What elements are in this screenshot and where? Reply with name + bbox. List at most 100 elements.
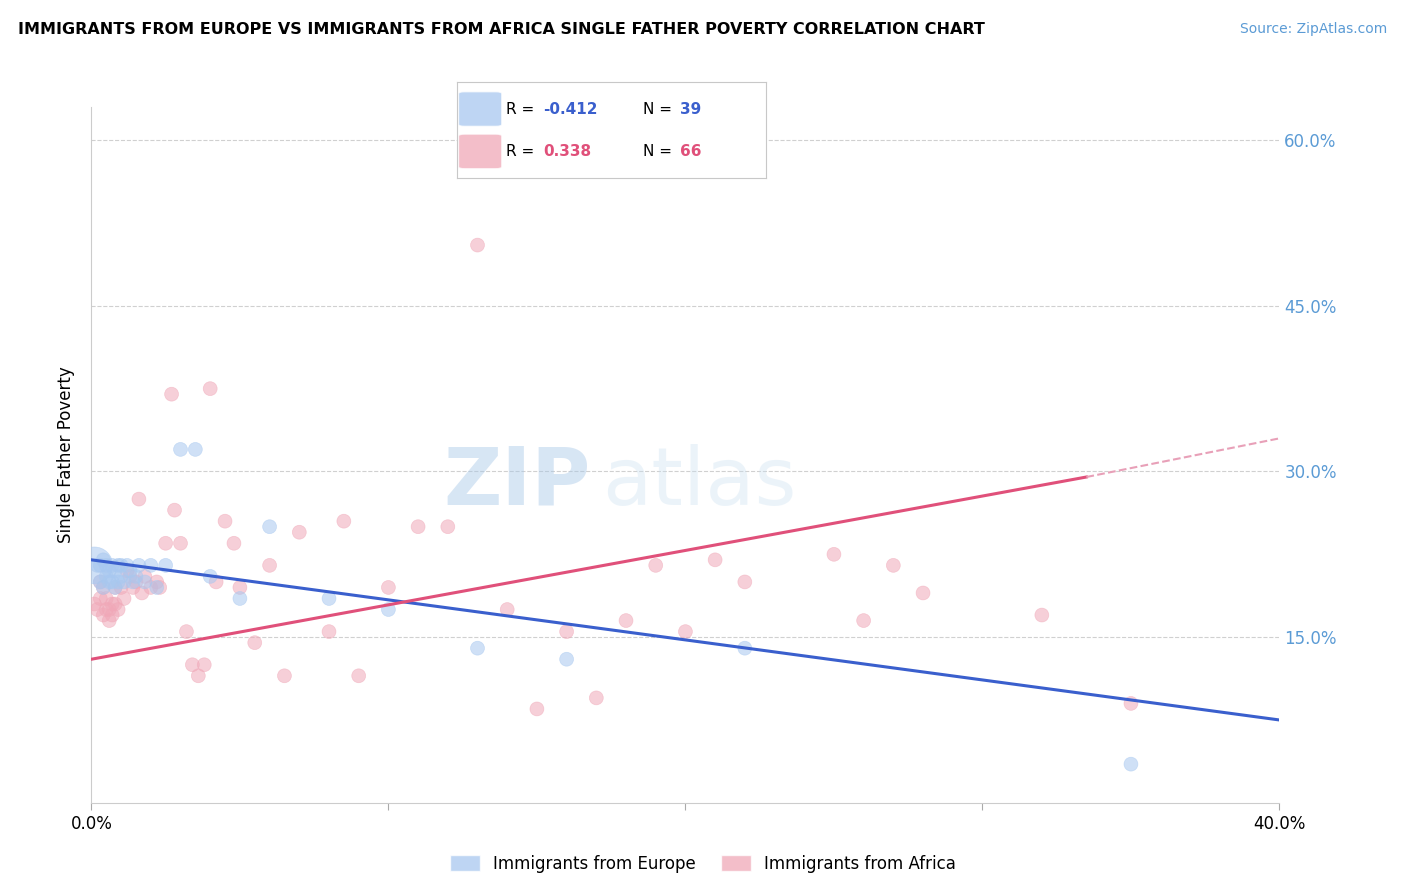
Point [96, 569, 118, 583]
Point [467, 238, 489, 252]
Point [704, 553, 727, 567]
Text: -0.412: -0.412 [544, 102, 598, 117]
Legend: Immigrants from Europe, Immigrants from Africa: Immigrants from Europe, Immigrants from … [443, 848, 963, 880]
Point [145, 574, 167, 589]
Point [122, 581, 145, 595]
Point [1119, 757, 1142, 772]
Point [89, 558, 111, 573]
Point [169, 442, 191, 457]
Point [205, 574, 228, 589]
Point [91, 553, 114, 567]
Point [155, 536, 177, 550]
Point [149, 581, 172, 595]
Point [91, 581, 114, 595]
Point [131, 586, 153, 600]
Point [125, 569, 148, 583]
Point [104, 597, 127, 611]
Point [614, 614, 637, 628]
Point [406, 519, 429, 533]
Point [104, 581, 127, 595]
Point [134, 574, 156, 589]
Point [526, 702, 548, 716]
Text: IMMIGRANTS FROM EUROPE VS IMMIGRANTS FROM AFRICA SINGLE FATHER POVERTY CORRELATI: IMMIGRANTS FROM EUROPE VS IMMIGRANTS FRO… [18, 22, 986, 37]
Point [107, 602, 129, 616]
Point [115, 564, 138, 578]
Point [139, 558, 162, 573]
Point [1119, 697, 1142, 711]
Point [318, 624, 340, 639]
Point [377, 602, 399, 616]
Point [852, 614, 875, 628]
Point [125, 574, 148, 589]
Point [259, 519, 281, 533]
Point [184, 442, 207, 457]
Point [347, 669, 370, 683]
Point [98, 574, 121, 589]
Point [112, 574, 135, 589]
Point [101, 597, 124, 611]
Text: N =: N = [643, 144, 676, 159]
Point [160, 387, 183, 401]
Point [86, 558, 108, 573]
Point [139, 581, 162, 595]
Point [555, 652, 578, 666]
Point [288, 525, 311, 540]
Point [273, 669, 295, 683]
Point [83, 597, 105, 611]
Point [89, 591, 111, 606]
Point [118, 569, 141, 583]
Point [96, 558, 118, 573]
Point [229, 581, 252, 595]
Point [89, 574, 111, 589]
Point [155, 558, 177, 573]
Point [222, 536, 245, 550]
Point [673, 624, 696, 639]
Point [118, 564, 141, 578]
Point [98, 602, 121, 616]
Text: atlas: atlas [602, 443, 797, 522]
Point [333, 514, 356, 528]
Point [104, 581, 127, 595]
Text: N =: N = [643, 102, 676, 117]
Text: 39: 39 [679, 102, 702, 117]
Point [134, 569, 156, 583]
Point [496, 602, 519, 616]
Point [86, 602, 108, 616]
Point [101, 558, 124, 573]
Point [181, 657, 204, 672]
Point [734, 574, 756, 589]
Y-axis label: Single Father Poverty: Single Father Poverty [58, 367, 76, 543]
Point [110, 558, 132, 573]
FancyBboxPatch shape [458, 134, 502, 169]
Point [96, 602, 118, 616]
Point [187, 669, 209, 683]
Point [214, 514, 236, 528]
Point [91, 608, 114, 623]
Point [112, 591, 135, 606]
Point [128, 558, 150, 573]
Point [104, 564, 127, 578]
Point [89, 574, 111, 589]
Point [110, 581, 132, 595]
Point [163, 503, 186, 517]
Point [200, 569, 222, 583]
Text: R =: R = [506, 102, 540, 117]
Point [83, 558, 105, 573]
Point [128, 492, 150, 507]
Point [585, 690, 607, 705]
Point [467, 641, 489, 656]
Point [911, 586, 934, 600]
Point [101, 608, 124, 623]
Point [122, 574, 145, 589]
Point [229, 591, 252, 606]
Point [110, 569, 132, 583]
Point [823, 547, 845, 561]
Point [436, 519, 458, 533]
Point [318, 591, 340, 606]
Point [243, 635, 266, 649]
Point [115, 558, 138, 573]
Point [1031, 608, 1053, 623]
Point [101, 574, 124, 589]
Text: ZIP: ZIP [443, 443, 591, 522]
Point [107, 574, 129, 589]
